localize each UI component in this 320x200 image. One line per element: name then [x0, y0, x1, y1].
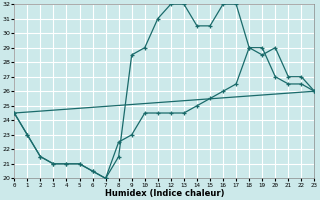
X-axis label: Humidex (Indice chaleur): Humidex (Indice chaleur) — [105, 189, 224, 198]
